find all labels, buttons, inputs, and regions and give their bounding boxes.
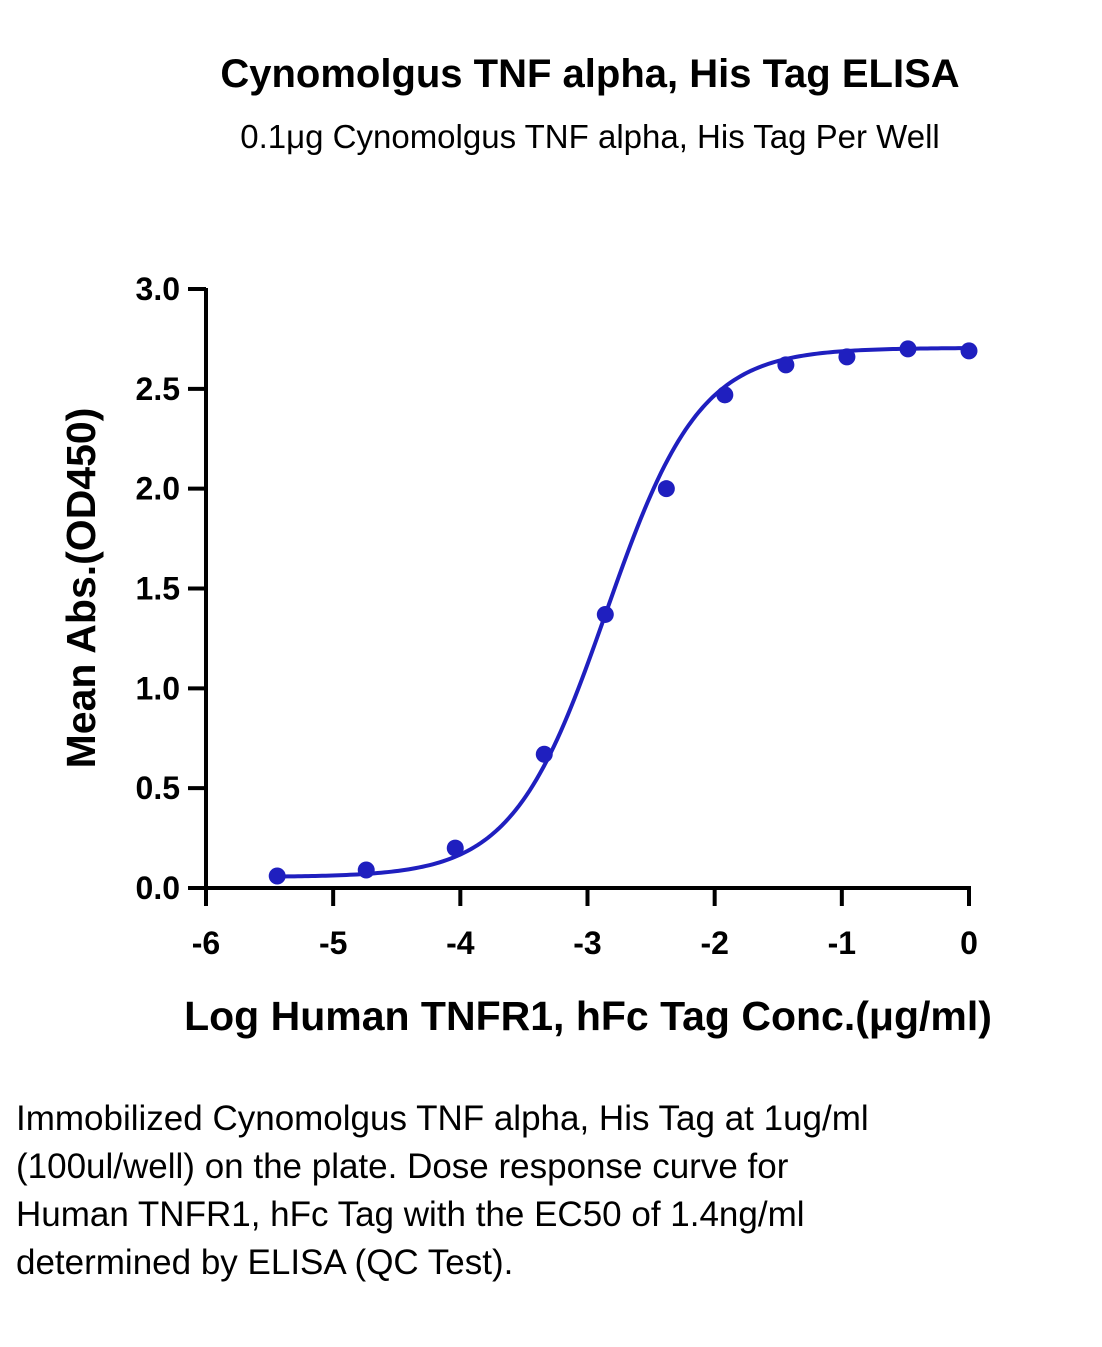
data-point (535, 745, 553, 763)
data-point (596, 605, 614, 623)
data-point (446, 839, 464, 857)
data-point (268, 867, 286, 885)
axes (204, 288, 971, 890)
chart-title: Cynomolgus TNF alpha, His Tag ELISA (220, 52, 960, 96)
data-point (357, 861, 375, 879)
chart-subtitle: 0.1μg Cynomolgus TNF alpha, His Tag Per … (240, 118, 940, 155)
x-tick-label: -4 (446, 925, 475, 961)
elisa-chart: 0.0 0.5 1.0 1.5 2.0 2.5 3.0 -6 -5 -4 -3 -2 -1 0 Mean … (58, 271, 992, 1039)
y-tick-label: 1.5 (136, 571, 180, 607)
y-tick-label: 3.0 (136, 271, 180, 307)
y-tick-label: 1.0 (136, 670, 180, 706)
y-tick-label: 2.5 (136, 371, 180, 407)
ticks: 0.0 0.5 1.0 1.5 2.0 2.5 3.0 -6 -5 -4 -3 -2 -1 0 (136, 271, 978, 961)
figure-caption: Immobilized Cynomolgus TNF alpha, His Ta… (16, 1099, 869, 1282)
y-axis-title: Mean Abs.(OD450) (58, 408, 104, 769)
fit-curve (277, 346, 970, 879)
data-point (838, 348, 856, 366)
x-tick-label: 0 (960, 925, 978, 961)
data-point (960, 342, 978, 360)
x-tick-label: -6 (192, 925, 220, 961)
data-points (268, 340, 978, 885)
data-point (716, 386, 734, 404)
y-tick-label: 0.0 (136, 870, 180, 906)
x-axis-title: Log Human TNFR1, hFc Tag Conc.(μg/ml) (184, 993, 992, 1039)
x-tick-label: -3 (573, 925, 601, 961)
y-tick-label: 0.5 (136, 770, 180, 806)
data-point (657, 480, 675, 498)
x-tick-label: -5 (319, 925, 347, 961)
data-point (777, 356, 795, 374)
x-tick-label: -2 (700, 925, 728, 961)
data-point (899, 340, 917, 358)
y-tick-label: 2.0 (136, 471, 180, 507)
x-tick-label: -1 (828, 925, 856, 961)
